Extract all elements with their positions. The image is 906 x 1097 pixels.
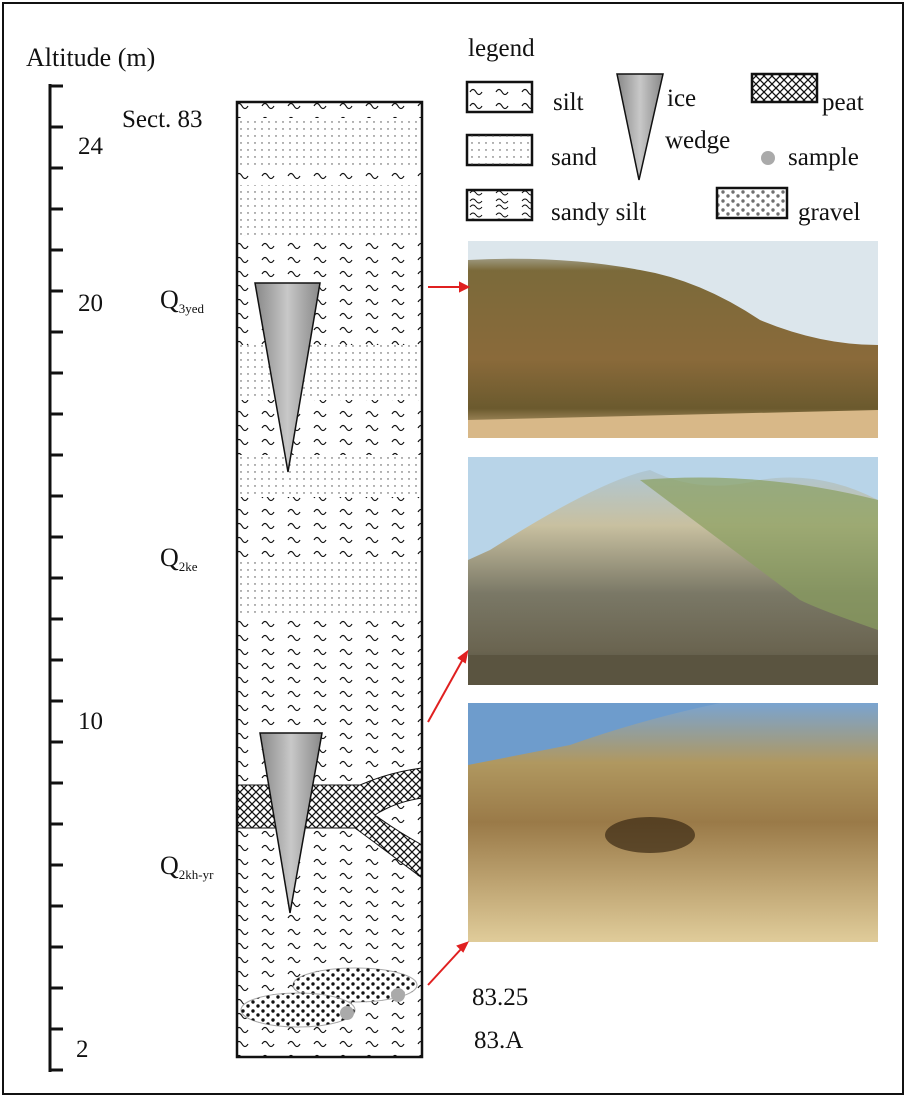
axis-title: Altitude (m) [26,43,155,72]
legend: legend silt ice wedge peat sand sample s… [467,35,864,226]
tick-label: 2 [76,1036,89,1063]
legend-label: peat [822,89,864,116]
legend-label: wedge [665,127,730,154]
tick-label: 20 [78,290,103,317]
photo [468,457,878,685]
tick-label: 10 [78,708,103,735]
diagram: Altitude (m) 24 20 10 2 Sect. 83 Q3yed Q… [0,0,906,1097]
legend-label: sand [551,144,597,171]
legend-label: silt [553,89,584,116]
sample-point [340,1006,354,1020]
legend-title: legend [468,35,535,62]
photo [468,241,878,438]
unit-label: Q3yed [160,285,205,316]
sample-id: 83.A [474,1027,523,1054]
legend-label: sandy silt [551,199,646,226]
unit-label: Q2ke [160,543,198,574]
photo [468,703,878,942]
sample-point [391,988,405,1002]
section-label: Sect. 83 [122,106,203,133]
legend-label: sample [788,144,859,171]
altitude-axis [50,84,63,1072]
arrows [428,283,468,985]
legend-label: gravel [798,199,861,226]
unit-label: Q2kh-yr [160,851,214,882]
tick-label: 24 [78,133,104,160]
sample-id: 83.25 [472,984,528,1011]
section-column [237,102,422,1057]
legend-label: ice [667,85,696,112]
